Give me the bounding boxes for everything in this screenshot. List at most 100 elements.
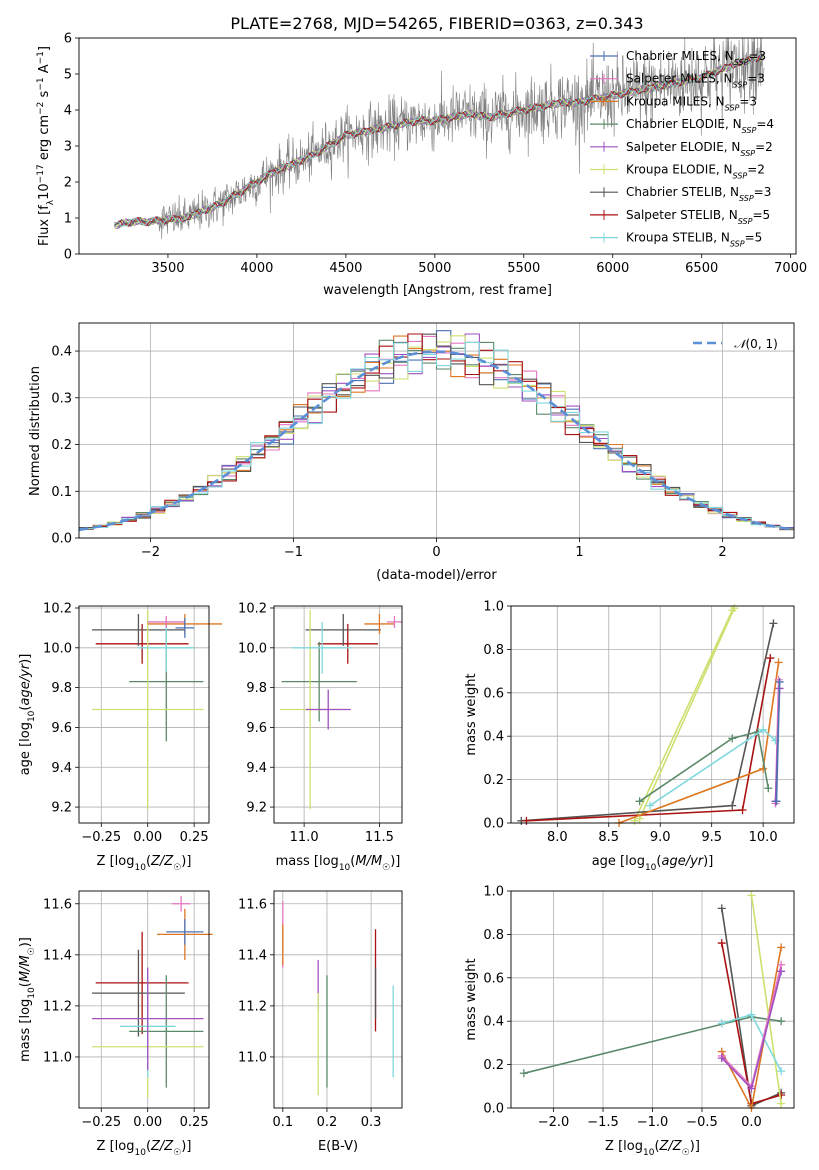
y-tick-label: 11.2 [43, 999, 72, 1014]
y-tick-label: 0.6 [483, 971, 504, 986]
legend-entry: Kroupa STELIB, NSSP=5 [626, 231, 762, 249]
y-tick-label: 0.0 [483, 1102, 504, 1117]
model-spectrum-line [114, 52, 764, 228]
legend-entry: Salpeter ELODIE, NSSP=2 [626, 140, 773, 158]
weight-point-marker [777, 943, 786, 952]
y-axis-label: Flux [fλ10−17 erg cm−2 s−1 A−1] [36, 46, 56, 246]
y-tick-label: 1 [64, 212, 72, 227]
axes-frame [78, 890, 210, 1109]
y-tick-label: 0.4 [51, 345, 72, 360]
y-tick-label: 0.2 [51, 438, 72, 453]
figure-title: PLATE=2768, MJD=54265, FIBERID=0363, z=0… [230, 14, 643, 33]
weight-point-marker [519, 1069, 528, 1078]
axes-frame [510, 605, 795, 824]
age-vs-mass-panel: 11.0 11.5 9.2 9.4 9.6 9.8 10.0 10.2 mass [log10(… [238, 601, 403, 873]
x-tick-label: 4000 [240, 261, 273, 276]
axes-frame [78, 322, 795, 539]
x-axis-label: age [log10(age/yr)] [592, 854, 714, 873]
x-axis-label: (data-model)/error [376, 568, 497, 583]
model-spectrum-line [114, 54, 764, 227]
residuals-panel: −2 −1 0 1 2 0.0 0.1 0.2 0.3 0.4 (data-model)/error… [28, 322, 795, 583]
y-tick-label: 3 [64, 140, 72, 155]
y-tick-label: 0.3 [51, 391, 72, 406]
x-tick-label: 4500 [329, 261, 362, 276]
y-tick-label: 5 [64, 68, 72, 83]
weight-point-marker [777, 1090, 786, 1099]
weight-series-line [750, 895, 782, 1104]
y-tick-label: 11.6 [43, 897, 72, 912]
y-tick-label: 0.2 [483, 773, 504, 788]
weight-point-marker [717, 1054, 726, 1063]
weight-point-marker [645, 801, 654, 810]
weight-series-line [638, 607, 736, 820]
y-tick-label: 9.4 [246, 761, 267, 776]
x-tick-label: 0.1 [272, 1115, 293, 1130]
x-tick-label: 0 [432, 545, 440, 560]
x-tick-label: 5000 [418, 261, 451, 276]
y-tick-label: 4 [64, 104, 72, 119]
normal-distribution-curve [78, 350, 795, 532]
x-tick-label: 0.00 [133, 1115, 162, 1130]
weight-series-line [775, 681, 781, 802]
x-tick-label: 11.0 [290, 830, 319, 845]
weight-point-marker [764, 784, 773, 793]
y-tick-label: 10.2 [43, 601, 72, 616]
weight-point-marker [738, 805, 747, 814]
x-tick-label: 0.2 [317, 1115, 338, 1130]
x-tick-label: −2 [141, 545, 160, 560]
y-tick-label: 0.8 [483, 643, 504, 658]
weight-point-marker [777, 1067, 786, 1076]
residual-histogram [79, 341, 794, 530]
y-tick-label: 0.6 [483, 686, 504, 701]
weight-point-marker [775, 677, 784, 686]
y-tick-label: 1.0 [483, 885, 504, 900]
weight-point-marker [522, 816, 531, 825]
y-tick-label: 11.0 [238, 1050, 267, 1065]
weight-vs-age-panel: 8.0 8.5 9.0 9.5 10.0 0.0 0.2 0.4 0.6 0.8 1.0 age [l… [464, 600, 795, 873]
y-axis-label: age [log10(age/yr)] [18, 654, 37, 776]
weight-point-marker [774, 658, 783, 667]
x-tick-label: 8.5 [598, 830, 619, 845]
y-tick-label: 11.2 [238, 999, 267, 1014]
x-axis-label: wavelength [Angstrom, rest frame] [323, 283, 552, 298]
x-tick-label: −1.5 [587, 1115, 619, 1130]
legend-entry: Salpeter MILES, NSSP=3 [626, 72, 765, 90]
weight-point-marker [772, 797, 781, 806]
legend-entry: Salpeter STELIB, NSSP=5 [626, 208, 770, 226]
weight-point-marker [777, 1099, 786, 1108]
x-axis-label: Z [log10(Z/Z☉)] [605, 1139, 700, 1158]
y-tick-label: 2 [64, 176, 72, 191]
y-tick-label: 0.4 [483, 730, 504, 745]
x-axis-label: mass [log10(M/M☉)] [276, 854, 401, 873]
weight-point-marker [759, 725, 768, 734]
spectrum-panel: 3500 4000 4500 5000 5500 6000 6500 7000 0 1 2 3 4 5 6 w… [36, 32, 807, 299]
y-tick-label: 0.0 [483, 817, 504, 832]
weight-point-marker [759, 764, 768, 773]
y-tick-label: 9.6 [51, 721, 72, 736]
legend-entry: Kroupa MILES, NSSP=3 [626, 94, 757, 112]
y-tick-label: 9.6 [246, 721, 267, 736]
residual-histogram [79, 333, 794, 529]
weight-point-marker [766, 654, 775, 663]
y-axis-label: mass weight [464, 958, 479, 1040]
x-tick-label: 9.0 [650, 830, 671, 845]
x-tick-label: 5500 [507, 261, 540, 276]
weight-point-marker [717, 904, 726, 913]
weight-point-marker [717, 939, 726, 948]
x-tick-label: 9.5 [701, 830, 722, 845]
x-axis-label: Z [log10(Z/Z☉)] [97, 854, 192, 873]
weight-point-marker [777, 967, 786, 976]
x-tick-label: 6500 [685, 261, 718, 276]
weight-point-marker [747, 1010, 756, 1019]
weight-point-marker [630, 816, 639, 825]
y-tick-label: 0 [64, 248, 72, 263]
y-tick-label: 10.2 [238, 601, 267, 616]
x-tick-label: 8.0 [547, 830, 568, 845]
weight-point-marker [769, 619, 778, 628]
y-tick-label: 11.6 [238, 897, 267, 912]
mass-vs-ebv-panel: 0.1 0.2 0.3 11.0 11.2 11.4 11.6 E(B-V) [238, 890, 403, 1154]
y-tick-label: 0.0 [51, 532, 72, 547]
x-axis-label: Z [log10(Z/Z☉)] [97, 1139, 192, 1158]
y-tick-label: 11.0 [43, 1050, 72, 1065]
